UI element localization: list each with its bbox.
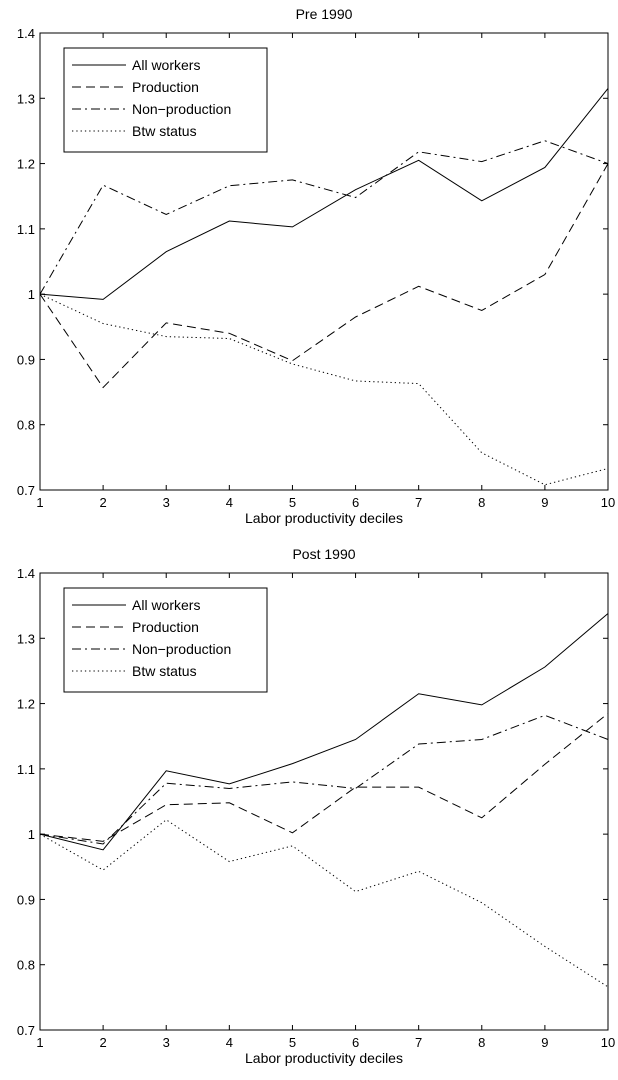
plot-frame <box>39 572 609 1031</box>
series-line-0 <box>39 88 609 300</box>
legend-label: Non−production <box>132 641 231 657</box>
series-line-3 <box>39 293 609 486</box>
series-line-3 <box>39 819 609 988</box>
x-tick-label: 8 <box>478 1035 485 1050</box>
x-tick-label: 5 <box>289 1035 296 1050</box>
x-tick-label: 7 <box>415 1035 422 1050</box>
legend-label: All workers <box>132 57 200 73</box>
x-tick-label: 3 <box>163 495 170 510</box>
legend-label: Btw status <box>132 123 197 139</box>
y-tick-label: 1.2 <box>17 697 35 712</box>
y-tick-label: 1.4 <box>17 26 35 41</box>
chart-post-1990: Post 1990 1 2 3 4 5 6 7 8 9 10 0.7 0.8 0.9 1 1.1 1.2 1.3 1… <box>17 546 615 1066</box>
y-tick-label: 1 <box>28 287 35 302</box>
chart-title: Pre 1990 <box>296 6 353 22</box>
x-tick-label: 6 <box>352 1035 359 1050</box>
y-tick-label: 1.1 <box>17 222 35 237</box>
chart-pre-1990: Pre 1990 1 2 3 4 5 6 7 8 9 10 0.7 0.8 0.9 1 1.1 1.2 1.3 1.… <box>17 6 615 526</box>
legend-label: All workers <box>132 597 200 613</box>
x-tick-label: 7 <box>415 495 422 510</box>
x-tick-label: 1 <box>36 495 43 510</box>
y-tick-label: 0.7 <box>17 483 35 498</box>
y-tick-label: 1.2 <box>17 157 35 172</box>
legend-label: Non−production <box>132 101 231 117</box>
y-tick-label: 0.8 <box>17 418 35 433</box>
plot-frame <box>39 32 609 491</box>
y-tick-label: 1.4 <box>17 566 35 581</box>
x-tick-label: 1 <box>36 1035 43 1050</box>
x-tick-label: 4 <box>226 1035 233 1050</box>
x-tick-label: 2 <box>99 1035 106 1050</box>
chart-title: Post 1990 <box>292 546 355 562</box>
legend-label: Production <box>132 619 199 635</box>
y-tick-label: 1.3 <box>17 91 35 106</box>
x-tick-label: 8 <box>478 495 485 510</box>
x-tick-label: 5 <box>289 495 296 510</box>
y-tick-label: 1 <box>28 827 35 842</box>
series-line-1 <box>39 163 609 389</box>
legend-label: Production <box>132 79 199 95</box>
y-tick-label: 0.9 <box>17 892 35 907</box>
series-line-2 <box>39 140 609 295</box>
x-tick-label: 6 <box>352 495 359 510</box>
x-tick-label: 9 <box>541 495 548 510</box>
y-tick-label: 1.1 <box>17 762 35 777</box>
x-tick-label: 10 <box>601 1035 615 1050</box>
y-tick-label: 1.3 <box>17 631 35 646</box>
series-line-2 <box>39 714 609 845</box>
x-tick-label: 4 <box>226 495 233 510</box>
x-tick-label: 10 <box>601 495 615 510</box>
x-tick-label: 9 <box>541 1035 548 1050</box>
series-line-0 <box>39 613 609 851</box>
y-tick-label: 0.7 <box>17 1023 35 1038</box>
legend-label: Btw status <box>132 663 197 679</box>
y-tick-label: 0.8 <box>17 958 35 973</box>
x-axis-label: Labor productivity deciles <box>245 510 403 526</box>
y-tick-label: 0.9 <box>17 352 35 367</box>
x-axis-label: Labor productivity deciles <box>245 1050 403 1066</box>
series-line-1 <box>39 712 609 842</box>
x-tick-label: 3 <box>163 1035 170 1050</box>
x-tick-label: 2 <box>99 495 106 510</box>
